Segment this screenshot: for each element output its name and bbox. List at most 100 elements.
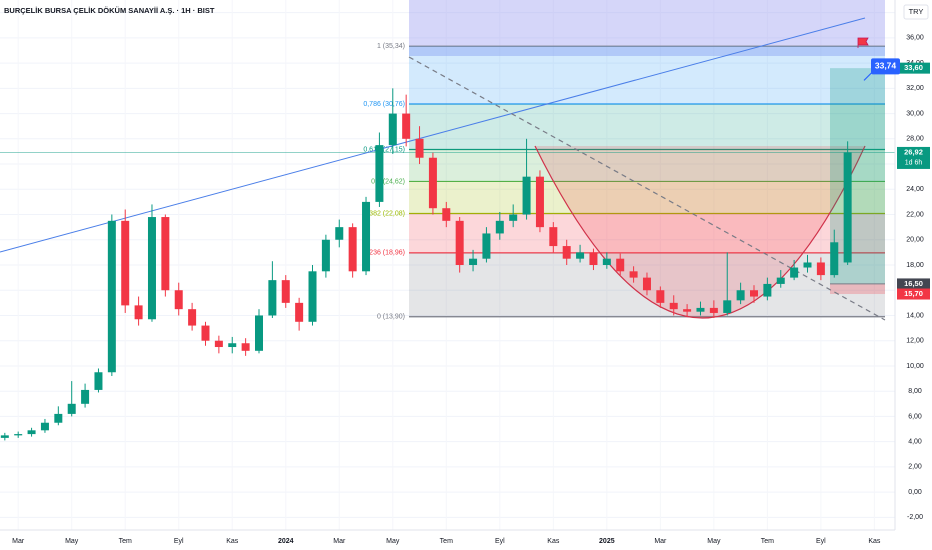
- candle-body: [816, 262, 825, 276]
- x-tick-label: Kas: [868, 538, 881, 545]
- price-label-box: [897, 146, 930, 169]
- x-tick-label: May: [386, 538, 400, 545]
- candle-body: [27, 430, 36, 435]
- x-tick-label: Kas: [226, 538, 239, 545]
- fib-level-label: 0,236 (18,96): [363, 250, 405, 257]
- x-tick-label: Tem: [119, 538, 132, 545]
- fib-zone: [409, 181, 885, 214]
- candle-body: [295, 302, 304, 322]
- candle-body: [134, 305, 143, 320]
- y-tick-label: 36,00: [906, 35, 924, 42]
- axes: -2,00 0,00 2,00 4,00 6,00 8,00 10,00 12,00 14,00…: [12, 9, 930, 545]
- candle-body: [482, 233, 491, 259]
- cup-area: [535, 146, 865, 318]
- candle-body: [201, 325, 210, 341]
- candle-body: [549, 227, 558, 247]
- fib-level-label: 0 (13,90): [377, 314, 405, 321]
- candle-body: [576, 252, 585, 259]
- x-tick-label: Tem: [440, 538, 453, 545]
- candle-body: [14, 434, 23, 436]
- candle-body: [321, 239, 330, 272]
- fib-zone: [409, 46, 885, 104]
- fib-zone: [409, 103, 885, 150]
- chart-title: BURÇELİK BURSA ÇELİK DÖKÜM SANAYİİ A.Ş. …: [4, 6, 215, 15]
- candle-body: [402, 113, 411, 139]
- x-tick-label: 2024: [278, 538, 294, 545]
- currency: TRY: [909, 7, 924, 16]
- candle-body: [669, 302, 678, 310]
- x-tick-label: Mar: [12, 538, 25, 545]
- candle-body: [790, 267, 799, 278]
- candle-body: [228, 343, 237, 348]
- price-label-box: [897, 278, 930, 290]
- price-label: 16,50: [904, 279, 923, 288]
- y-tick-label: 32,00: [906, 85, 924, 92]
- candle-body: [375, 145, 384, 202]
- candle-body: [188, 309, 197, 326]
- candle-body: [509, 214, 518, 221]
- candle-body: [709, 307, 718, 313]
- candle-body: [147, 217, 156, 320]
- candle-body: [268, 280, 277, 316]
- candle-body: [495, 220, 504, 234]
- candle-body: [54, 413, 63, 423]
- callout-box: [871, 58, 900, 75]
- candle-body: [214, 340, 223, 348]
- candle-body: [67, 403, 76, 414]
- candle-body: [335, 227, 344, 240]
- loss-zone: [830, 283, 885, 295]
- x-tick-label: Kas: [547, 538, 560, 545]
- y-tick-label: 12,00: [906, 338, 924, 345]
- trend-line: [0, 17, 866, 253]
- y-tick-label: 2,00: [908, 464, 922, 471]
- cup-curve: [534, 145, 866, 319]
- position-box: [0, 68, 895, 295]
- price-label-box: [897, 288, 930, 300]
- y-tick-label: 10,00: [906, 363, 924, 370]
- x-tick-label: Eyl: [174, 538, 184, 545]
- fib-level-label: 0,786 (30,76): [363, 101, 405, 108]
- fib-level-label: 0,618 (27,15): [363, 146, 405, 153]
- candle-body: [348, 227, 357, 272]
- candle-body: [241, 343, 250, 351]
- candle-body: [455, 220, 464, 265]
- fib-level-label: 0,382 (22,08): [363, 210, 405, 217]
- price-label-box: [897, 62, 930, 74]
- y-tick-label: 30,00: [906, 110, 924, 117]
- y-tick-label: 8,00: [908, 388, 922, 395]
- y-tick-label: 4,00: [908, 439, 922, 446]
- fib-zone: [409, 149, 885, 182]
- candle-body: [388, 113, 397, 146]
- x-tick-label: Eyl: [816, 538, 826, 545]
- callout-label: 33,74: [875, 61, 897, 71]
- candle-body: [81, 389, 90, 404]
- candle-body: [562, 246, 571, 259]
- y-tick-label: 28,00: [906, 136, 924, 143]
- candle-body: [616, 258, 625, 272]
- candle-body: [602, 258, 611, 265]
- candle-body: [362, 201, 371, 272]
- y-tick-label: 20,00: [906, 237, 924, 244]
- y-tick-label: -2,00: [907, 514, 923, 521]
- candle-body: [308, 271, 317, 322]
- candle-body: [161, 217, 170, 291]
- candle-body: [736, 290, 745, 301]
- candle-body: [683, 309, 692, 312]
- candle-body: [696, 307, 705, 312]
- price-label: 15,70: [904, 289, 923, 298]
- y-tick-label: 14,00: [906, 312, 924, 319]
- candle-body: [522, 176, 531, 215]
- candle-body: [843, 152, 852, 263]
- candle-body: [629, 271, 638, 278]
- candle-body: [763, 283, 772, 297]
- candle-body: [589, 252, 598, 265]
- candle-body: [642, 277, 651, 291]
- y-tick-label: 18,00: [906, 262, 924, 269]
- candle-body: [535, 176, 544, 228]
- candle-body: [281, 280, 290, 303]
- x-tick-label: Mar: [333, 538, 346, 545]
- currency-box: [903, 4, 929, 20]
- candle-body: [40, 422, 49, 431]
- candle-body: [723, 300, 732, 313]
